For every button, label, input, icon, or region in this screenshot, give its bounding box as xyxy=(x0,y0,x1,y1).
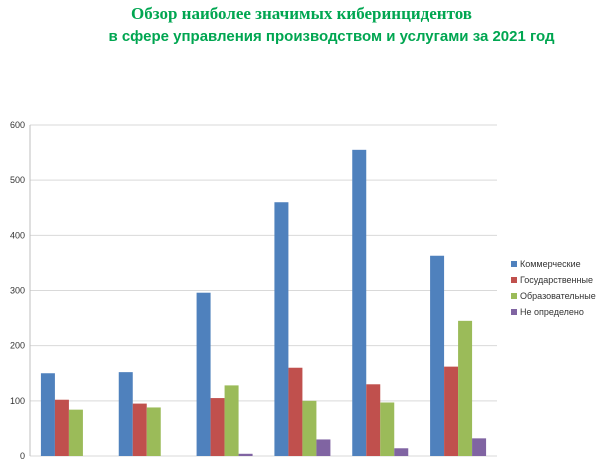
bar xyxy=(366,384,381,456)
bar xyxy=(224,385,239,456)
bars xyxy=(40,149,487,456)
bar xyxy=(352,149,367,456)
bar xyxy=(54,399,69,456)
bar xyxy=(444,366,459,456)
bar xyxy=(316,439,331,456)
legend-label: Государственные xyxy=(520,275,593,285)
bar xyxy=(210,398,225,456)
bar xyxy=(118,372,133,456)
legend-label: Коммерческие xyxy=(520,259,581,269)
legend-label: Не определено xyxy=(520,307,584,317)
bar xyxy=(238,453,253,456)
bar xyxy=(146,407,161,456)
y-tick-label: 300 xyxy=(10,286,25,296)
bar xyxy=(430,255,445,456)
legend: Коммерческие Государственные Образовательн… xyxy=(511,259,596,317)
y-tick-label: 100 xyxy=(10,396,25,406)
y-tick-label: 500 xyxy=(10,175,25,185)
bar xyxy=(394,448,409,456)
y-tick-label: 400 xyxy=(10,230,25,240)
gridlines xyxy=(29,124,497,457)
bar xyxy=(40,373,55,456)
bar xyxy=(458,320,473,456)
bar xyxy=(288,367,303,456)
legend-label: Образовательные xyxy=(520,291,596,301)
bar xyxy=(68,409,83,456)
y-tick-label: 0 xyxy=(20,451,25,461)
y-axis-ticks: 0 100 200 300 400 500 600 xyxy=(10,120,25,461)
legend-swatch xyxy=(511,293,517,299)
y-tick-label: 200 xyxy=(10,341,25,351)
bar xyxy=(472,438,487,456)
chart-title-line1: Обзор наиболее значимых киберинцидентов xyxy=(131,4,472,23)
bar xyxy=(302,400,317,456)
legend-swatch xyxy=(511,309,517,315)
chart-title-line2: в сфере управления производством и услуг… xyxy=(108,28,555,45)
bar xyxy=(380,402,395,456)
legend-swatch xyxy=(511,261,517,267)
bar xyxy=(196,292,211,456)
y-tick-label: 600 xyxy=(10,120,25,130)
legend-swatch xyxy=(511,277,517,283)
bar xyxy=(132,403,147,456)
bar xyxy=(274,202,289,456)
